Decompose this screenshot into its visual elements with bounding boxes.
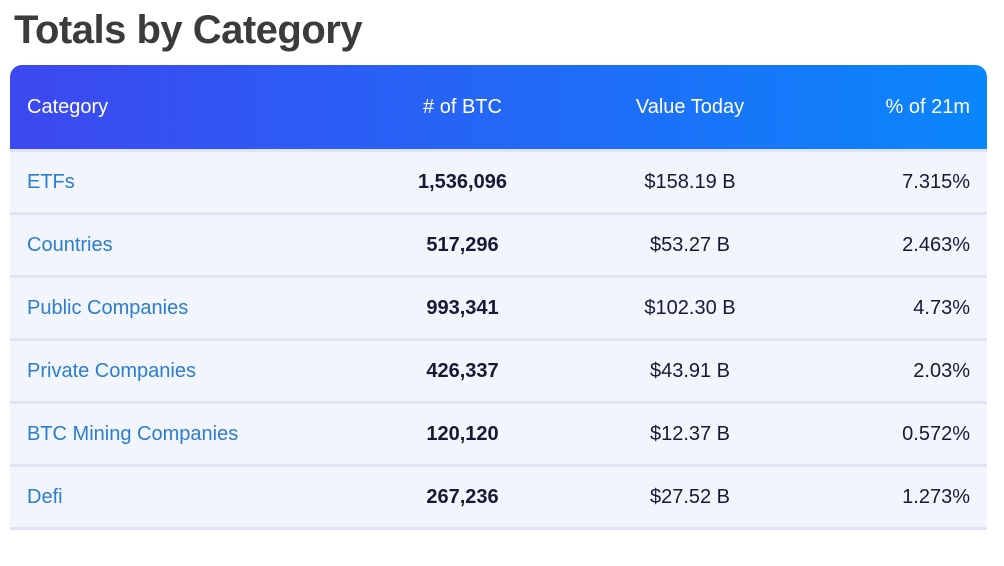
category-link[interactable]: Public Companies xyxy=(27,296,189,319)
column-header-btc-count: # of BTC xyxy=(423,95,502,118)
percent-of-21m-value: 2.463% xyxy=(902,233,970,256)
btc-count-value: 426,337 xyxy=(426,359,499,382)
table-header-row: Category # of BTC Value Today % of 21m xyxy=(10,65,987,149)
column-header-category: Category xyxy=(27,95,109,118)
btc-count-value: 120,120 xyxy=(426,422,499,445)
category-link[interactable]: ETFs xyxy=(27,170,75,193)
table-row: Private Companies 426,337 $43.91 B 2.03% xyxy=(10,338,987,401)
percent-of-21m-value: 7.315% xyxy=(902,170,970,193)
table-row: Public Companies 993,341 $102.30 B 4.73% xyxy=(10,275,987,338)
category-link[interactable]: Private Companies xyxy=(27,359,196,382)
value-today-value: $53.27 B xyxy=(649,233,731,256)
percent-of-21m-value: 4.73% xyxy=(913,296,970,319)
btc-count-value: 993,341 xyxy=(426,296,499,319)
value-today-value: $43.91 B xyxy=(649,359,731,382)
category-link[interactable]: Defi xyxy=(27,485,63,508)
totals-by-category-table: Category # of BTC Value Today % of 21m E… xyxy=(10,65,987,530)
page-title: Totals by Category xyxy=(14,8,363,52)
column-header-percent-of-21m: % of 21m xyxy=(885,95,970,118)
percent-of-21m-value: 2.03% xyxy=(913,359,970,382)
category-link[interactable]: BTC Mining Companies xyxy=(27,422,239,445)
btc-count-value: 517,296 xyxy=(426,233,499,256)
percent-of-21m-value: 1.273% xyxy=(902,485,970,508)
column-header-value-today: Value Today xyxy=(635,95,745,118)
table-body: ETFs 1,536,096 $158.19 B 7.315% Countrie… xyxy=(10,149,987,530)
btc-count-value: 267,236 xyxy=(426,485,499,508)
percent-of-21m-value: 0.572% xyxy=(902,422,970,445)
table-row: BTC Mining Companies 120,120 $12.37 B 0.… xyxy=(10,401,987,464)
value-today-value: $158.19 B xyxy=(644,170,736,193)
table-row: Defi 267,236 $27.52 B 1.273% xyxy=(10,464,987,527)
category-link[interactable]: Countries xyxy=(27,233,113,256)
value-today-value: $12.37 B xyxy=(649,422,731,445)
btc-count-value: 1,536,096 xyxy=(418,170,507,193)
table-row: Countries 517,296 $53.27 B 2.463% xyxy=(10,212,987,275)
value-today-value: $27.52 B xyxy=(649,485,731,508)
table-row: ETFs 1,536,096 $158.19 B 7.315% xyxy=(10,149,987,212)
value-today-value: $102.30 B xyxy=(644,296,736,319)
